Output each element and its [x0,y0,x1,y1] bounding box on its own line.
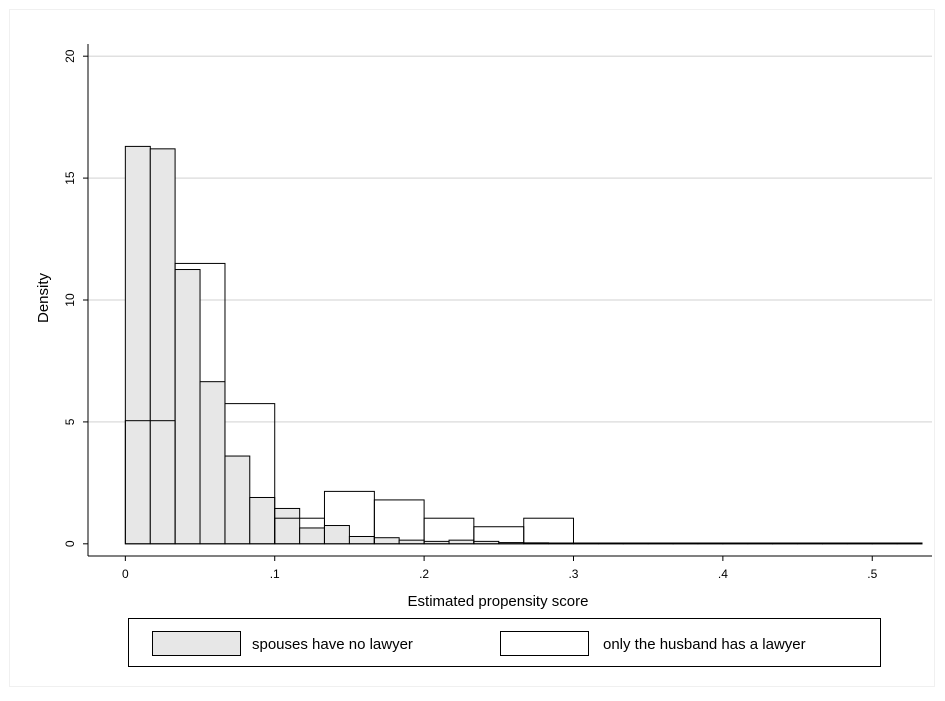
y-axis-label: Density [35,272,52,323]
histogram-bar [373,499,425,545]
legend-label-white: only the husband has a lawyer [603,636,806,653]
histogram-bar [722,542,774,545]
histogram-bar [224,403,276,545]
x-tick-label: .1 [270,567,280,581]
histogram-bar [174,262,226,545]
histogram-bar [622,542,674,545]
x-axis-ticks: 0 .1 .2 .3 .4 .5 [122,556,878,581]
y-tick-label: 20 [63,49,77,63]
legend-swatch-gray [152,631,241,656]
histogram-bar [672,542,724,545]
x-tick-label: .4 [718,567,728,581]
x-tick-label: .3 [568,567,578,581]
histogram-bar [124,420,176,545]
histogram-bar [473,526,525,545]
y-tick-label: 10 [63,293,77,307]
histogram-bar [149,148,176,545]
histogram-bar [323,490,375,545]
legend-swatch-white [500,631,589,656]
histogram-bar [274,517,325,545]
series-husband-lawyer-bars [124,262,923,545]
gridlines [88,55,932,423]
legend: spouses have no lawyer only the husband … [128,618,881,667]
histogram-bar [423,517,475,545]
y-tick-label: 5 [63,418,77,425]
histogram-bar [871,542,923,545]
histogram-bar [274,507,301,545]
histogram-bar [523,517,574,545]
y-tick-label: 15 [63,171,77,185]
histogram-bar [572,542,624,545]
x-tick-label: 0 [122,567,129,581]
histogram-bar [772,542,824,545]
x-tick-label: .5 [867,567,877,581]
histogram-bar [822,542,873,545]
y-axis-ticks: 0 5 10 15 20 [63,49,88,547]
x-axis-label: Estimated propensity score [408,593,589,610]
y-tick-label: 0 [63,540,77,547]
legend-label-gray: spouses have no lawyer [252,636,413,653]
x-tick-label: .2 [419,567,429,581]
